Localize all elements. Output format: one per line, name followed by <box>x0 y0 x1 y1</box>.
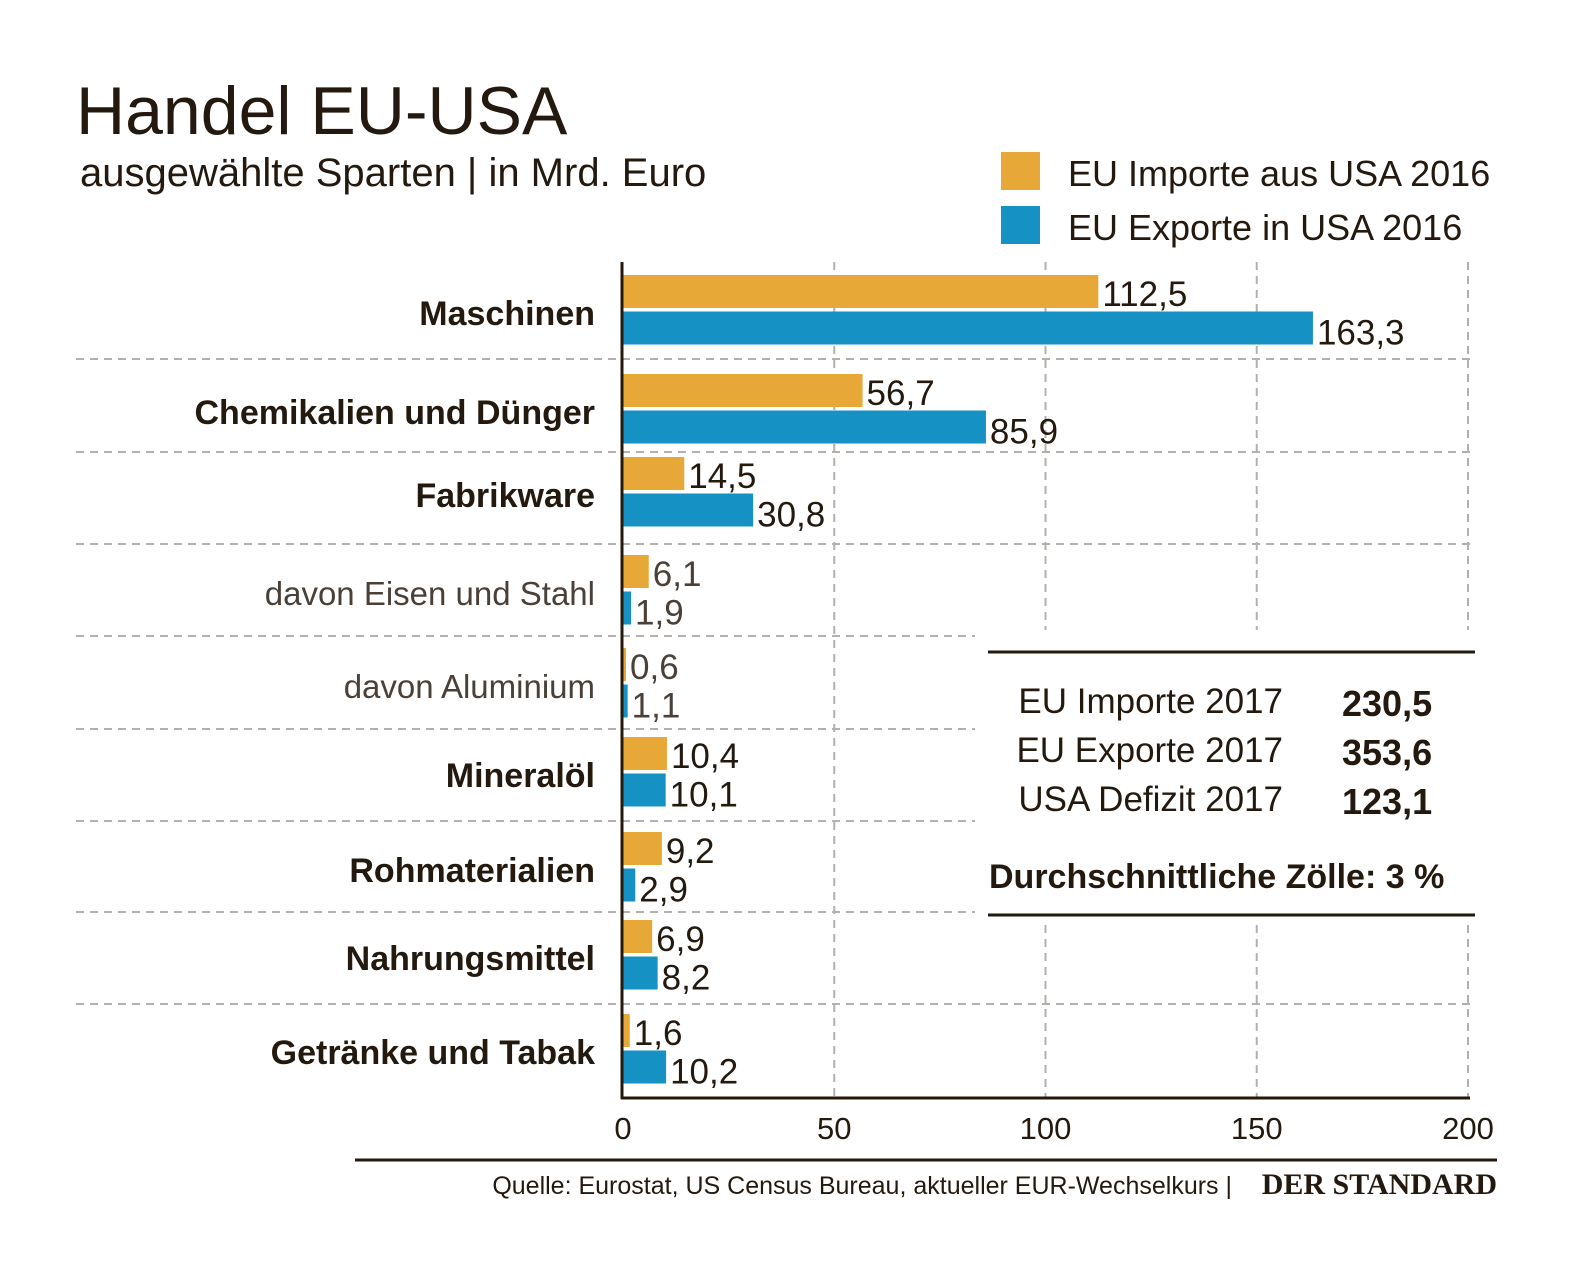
summary-value: 230,5 <box>1342 683 1432 724</box>
x-tick-label: 200 <box>1442 1111 1494 1146</box>
value-label: 163,3 <box>1317 314 1405 353</box>
value-label: 1,6 <box>634 1014 683 1053</box>
value-label: 0,6 <box>630 648 679 687</box>
value-label: 10,4 <box>671 737 739 776</box>
summary-label: EU Exporte 2017 <box>1016 731 1283 770</box>
summary-label: USA Defizit 2017 <box>1018 780 1283 819</box>
legend-label: EU Exporte in USA 2016 <box>1068 207 1462 248</box>
bars: Maschinen 112,5 163,3 Chemikalien und Dünge… <box>195 275 1405 1092</box>
category-label: Rohmaterialien <box>349 852 595 890</box>
value-label: 1,1 <box>632 687 681 726</box>
value-label: 85,9 <box>990 413 1058 452</box>
bar-import <box>623 832 662 865</box>
value-label: 14,5 <box>688 457 756 496</box>
category-label: Maschinen <box>419 295 595 333</box>
chart-title: Handel EU-USA <box>76 73 568 149</box>
legend-swatch <box>1001 206 1040 244</box>
bar-export <box>623 956 658 990</box>
tariff-note: Durchschnittliche Zölle: 3 % <box>989 858 1444 896</box>
legend-label: EU Importe aus USA 2016 <box>1068 153 1490 194</box>
bar-import <box>623 1014 630 1047</box>
category-label: Mineralöl <box>446 757 595 795</box>
legend-swatch <box>1001 152 1040 190</box>
summary-value: 123,1 <box>1342 781 1432 822</box>
bar-export <box>623 591 632 625</box>
bar-import <box>623 737 667 770</box>
value-label: 30,8 <box>757 496 825 535</box>
bar-import <box>623 648 626 681</box>
value-label: 1,9 <box>635 594 684 633</box>
x-axis: 0 50 100 150 200 <box>614 262 1494 1146</box>
value-label: 6,1 <box>653 555 702 594</box>
summary-background <box>985 650 1477 918</box>
bar-export <box>623 311 1313 345</box>
category-label: Getränke und Tabak <box>271 1034 595 1072</box>
summary-label: EU Importe 2017 <box>1018 682 1283 721</box>
category-label: Nahrungsmittel <box>346 940 595 978</box>
summary-value: 353,6 <box>1342 732 1432 773</box>
bar-import <box>623 555 649 588</box>
category-label: davon Eisen und Stahl <box>265 575 595 612</box>
der-standard-logo: DER STANDARD <box>1262 1168 1497 1201</box>
category-label: Chemikalien und Dünger <box>195 394 596 432</box>
bar-export <box>623 773 666 807</box>
value-label: 56,7 <box>867 374 935 413</box>
x-tick-label: 0 <box>614 1111 631 1146</box>
summary-box: EU Importe 2017 230,5 EU Exporte 2017 353,6… <box>985 650 1477 918</box>
bar-import <box>623 920 653 953</box>
legend: EU Importe aus USA 2016 EU Exporte in USA… <box>1001 152 1490 248</box>
bar-import <box>623 275 1099 308</box>
category-label: Fabrikware <box>415 477 595 515</box>
value-label: 10,2 <box>670 1053 738 1092</box>
bar-export <box>623 410 986 444</box>
bar-export <box>623 684 628 718</box>
bar-export <box>623 868 636 902</box>
value-label: 112,5 <box>1102 275 1187 314</box>
x-tick-label: 100 <box>1020 1111 1072 1146</box>
value-label: 2,9 <box>639 871 688 910</box>
bar-import <box>623 457 685 490</box>
x-tick-label: 50 <box>817 1111 851 1146</box>
value-label: 8,2 <box>662 959 711 998</box>
value-label: 10,1 <box>670 776 738 815</box>
bar-export <box>623 1050 667 1084</box>
chart-subtitle: ausgewählte Sparten | in Mrd. Euro <box>80 151 706 195</box>
category-label: davon Aluminium <box>344 668 595 705</box>
value-label: 9,2 <box>666 832 715 871</box>
bar-import <box>623 374 863 407</box>
bar-export <box>623 493 754 527</box>
x-tick-label: 150 <box>1231 1111 1283 1146</box>
source-note: Quelle: Eurostat, US Census Bureau, aktu… <box>492 1172 1232 1200</box>
value-label: 6,9 <box>656 920 705 959</box>
grid <box>76 262 1475 1097</box>
